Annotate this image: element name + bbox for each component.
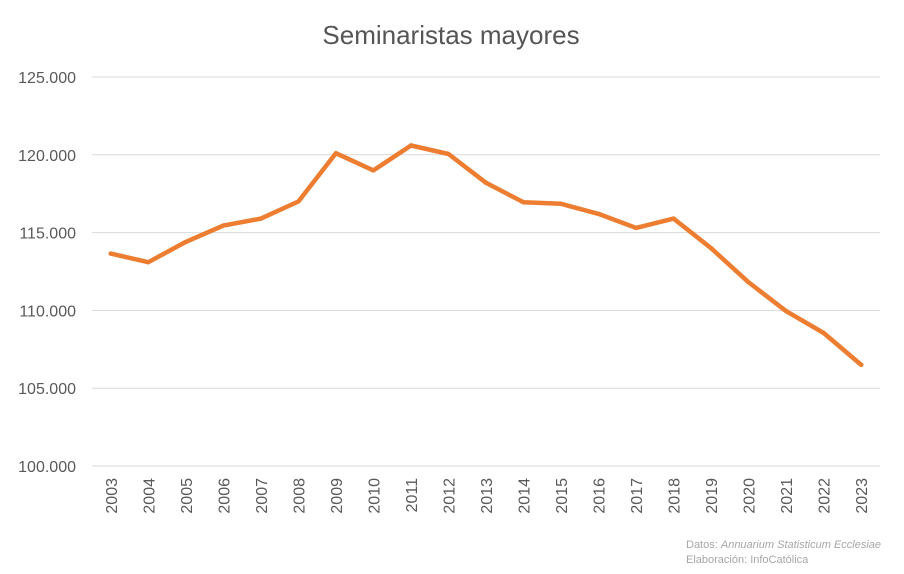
x-tick-label: 2021 — [779, 478, 796, 514]
data-point — [183, 239, 189, 245]
y-tick-label: 110.000 — [19, 303, 76, 320]
gridlines — [92, 76, 880, 467]
data-point — [859, 362, 864, 368]
y-tick-label: 100.000 — [18, 459, 76, 476]
data-point — [671, 216, 676, 221]
x-tick-label: 2005 — [179, 478, 196, 514]
data-point — [483, 180, 489, 186]
data-point — [221, 223, 226, 228]
data-point — [108, 251, 113, 256]
y-axis-ticks: 100.000 105.000 110.000 115.000 120.000 125.0… — [18, 70, 76, 476]
x-tick-label: 2013 — [479, 478, 496, 514]
y-tick-label: 120.000 — [18, 148, 76, 165]
y-tick-label: 105.000 — [18, 381, 76, 398]
x-tick-label: 2003 — [104, 478, 121, 514]
x-tick-label: 2009 — [329, 478, 346, 514]
x-tick-label: 2008 — [291, 478, 308, 514]
data-point — [708, 245, 714, 251]
x-tick-label: 2019 — [704, 478, 721, 514]
x-tick-label: 2007 — [254, 478, 271, 514]
data-point — [633, 225, 639, 231]
chart-title: Seminaristas mayores — [322, 20, 579, 50]
source-datos-value: Annuarium Statisticum Ecclesiae — [720, 539, 881, 551]
x-tick-label: 2011 — [404, 478, 421, 513]
data-point — [296, 199, 301, 204]
data-point — [258, 216, 264, 221]
data-point — [596, 211, 601, 217]
data-point — [558, 201, 564, 207]
x-tick-label: 2022 — [817, 478, 834, 514]
series-layer — [108, 143, 864, 368]
x-tick-label: 2012 — [441, 478, 458, 514]
x-tick-label: 2020 — [742, 478, 759, 514]
x-tick-label: 2006 — [216, 478, 233, 514]
data-point — [333, 151, 339, 156]
y-tick-label: 125.000 — [18, 70, 76, 87]
data-point — [371, 168, 376, 173]
data-point — [746, 280, 751, 285]
source-datos: Datos: Annuarium Statisticum Ecclesiae — [686, 539, 881, 551]
source-elaboracion: Elaboración: InfoCatólica — [686, 554, 809, 566]
y-tick-label: 115.000 — [19, 226, 76, 243]
x-tick-label: 2017 — [629, 478, 646, 514]
series-line — [108, 143, 864, 368]
x-tick-label: 2018 — [667, 478, 684, 514]
data-point — [821, 330, 826, 336]
data-point — [446, 151, 451, 157]
x-tick-label: 2015 — [554, 478, 571, 514]
source-datos-label: Datos: — [686, 539, 721, 551]
x-tick-label: 2014 — [517, 478, 534, 514]
x-axis-ticks: 2003 2004 2005 2006 2007 2008 2009 2010 2011 2012… — [104, 478, 871, 514]
x-tick-label: 2016 — [592, 478, 609, 514]
data-point — [146, 259, 151, 265]
data-point — [408, 143, 414, 148]
x-tick-label: 2023 — [854, 478, 871, 514]
data-point — [783, 308, 789, 314]
data-point — [521, 200, 526, 205]
x-tick-label: 2010 — [366, 478, 383, 514]
x-tick-label: 2004 — [141, 478, 158, 514]
